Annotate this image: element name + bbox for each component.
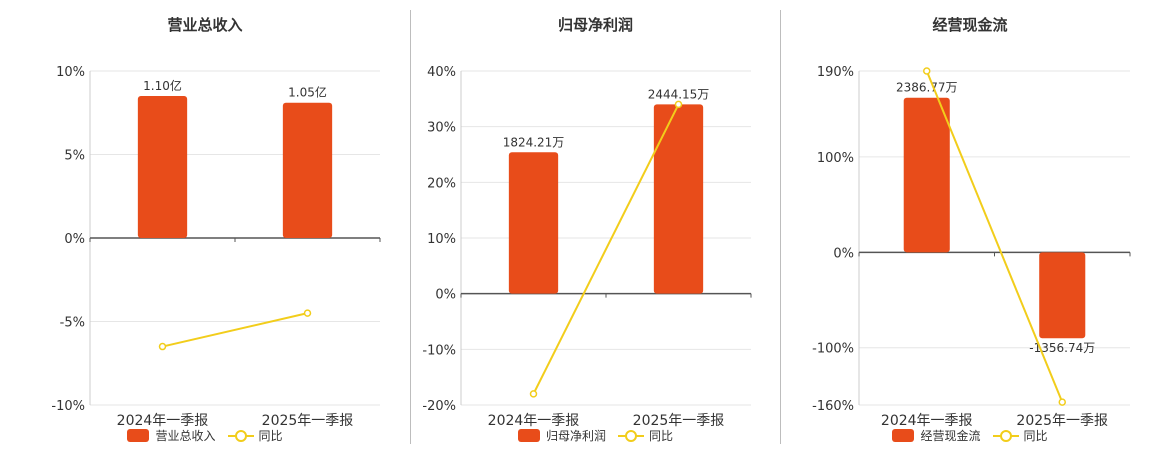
bar: [903, 97, 950, 253]
y-tick-label: -160%: [812, 399, 854, 414]
chart-title: 营业总收入: [167, 16, 243, 34]
legend-bar-swatch: [517, 429, 540, 442]
x-category-label: 2025年一季报: [1016, 413, 1108, 429]
chart-legend[interactable]: 营业总收入 同比: [0, 427, 410, 444]
yoy-point: [923, 67, 931, 75]
yoy-point: [529, 390, 538, 398]
legend-bar-label: 归母净利润: [545, 429, 606, 443]
bar-data-label: 1824.21万: [503, 135, 565, 149]
legend-bar-swatch: [892, 429, 915, 442]
x-category-label: 2024年一季报: [881, 413, 973, 429]
chart-plot: 10% 5% 0% -5% -10% 2024年一季报 2025年一季报 1.10亿 1.05亿: [51, 65, 381, 429]
bar-data-label: 2444.15万: [648, 87, 710, 101]
y-tick-label: -10%: [422, 343, 456, 358]
chart-panel-net-profit: 归母净利润 40% 30% 20% 10% 0% -10% -20% 2024年一季报 2025…: [371, 0, 781, 450]
y-tick-label: -20%: [422, 399, 456, 414]
x-category-label: 2024年一季报: [117, 413, 209, 429]
bar: [1039, 252, 1086, 339]
y-tick-label: 5%: [64, 149, 85, 164]
chart-title: 经营现金流: [932, 16, 1008, 34]
yoy-point: [158, 342, 167, 351]
y-tick-label: 30%: [427, 121, 456, 136]
legend-line-swatch: [992, 429, 1019, 442]
chart-legend[interactable]: 归母净利润 同比: [410, 427, 781, 444]
y-tick-label: 0%: [64, 232, 85, 247]
legend-line-swatch: [618, 429, 644, 442]
panel-divider: [410, 10, 411, 444]
x-category-label: 2025年一季报: [633, 413, 725, 429]
chart-title: 归母净利润: [557, 16, 633, 34]
y-tick-label: -5%: [60, 316, 85, 331]
legend-line-label: 同比: [1023, 429, 1048, 443]
legend-line-label: 同比: [258, 429, 283, 443]
y-tick-label: 190%: [817, 65, 854, 80]
yoy-line: [532, 103, 680, 395]
bar-data-label: 1.10亿: [143, 78, 182, 93]
y-tick-label: 40%: [427, 65, 456, 80]
y-tick-label: 20%: [427, 176, 456, 191]
y-tick-label: 100%: [817, 151, 854, 166]
y-tick-label: 10%: [427, 232, 456, 247]
legend-line-label: 同比: [649, 429, 674, 443]
chart-plot: 190% 100% 0% -100% -160% 2024年一季报 2025年一季报 2386…: [812, 65, 1131, 429]
yoy-line: [162, 312, 308, 348]
bar: [282, 102, 333, 238]
bar: [653, 104, 704, 294]
y-tick-label: 10%: [56, 65, 85, 80]
legend-bar-swatch: [127, 429, 150, 442]
y-tick-label: 0%: [435, 288, 456, 303]
yoy-point: [674, 100, 683, 109]
bar-data-label: 2386.77万: [896, 81, 958, 95]
y-tick-label: -100%: [812, 342, 854, 357]
panel-divider: [780, 10, 781, 444]
bar-data-label: 1.05亿: [288, 85, 327, 100]
chart-legend[interactable]: 经营现金流 同比: [780, 427, 1160, 444]
x-category-label: 2025年一季报: [262, 413, 354, 429]
x-category-label: 2024年一季报: [488, 413, 580, 429]
legend-line-swatch: [227, 429, 254, 442]
legend-bar-label: 经营现金流: [920, 429, 981, 443]
chart-plot: 40% 30% 20% 10% 0% -10% -20% 2024年一季报 2025年一季报 18…: [422, 65, 752, 429]
y-tick-label: 0%: [833, 246, 854, 261]
yoy-point: [303, 309, 312, 317]
yoy-line: [925, 70, 1064, 403]
bar: [508, 152, 559, 294]
legend-bar-label: 营业总收入: [155, 429, 216, 443]
y-tick-label: -10%: [51, 399, 85, 414]
chart-panel-cash-flow: 经营现金流 190% 100% 0% -100% -160% 2024年一季报 2025年一…: [741, 0, 1160, 450]
yoy-point: [1058, 398, 1066, 406]
chart-panel-revenue: 营业总收入 10% 5% 0% -5% -10% 2024年一季报 2025年一季报 1.10…: [0, 0, 410, 450]
bar: [137, 96, 188, 238]
bar-data-label: -1356.74万: [1029, 341, 1095, 355]
